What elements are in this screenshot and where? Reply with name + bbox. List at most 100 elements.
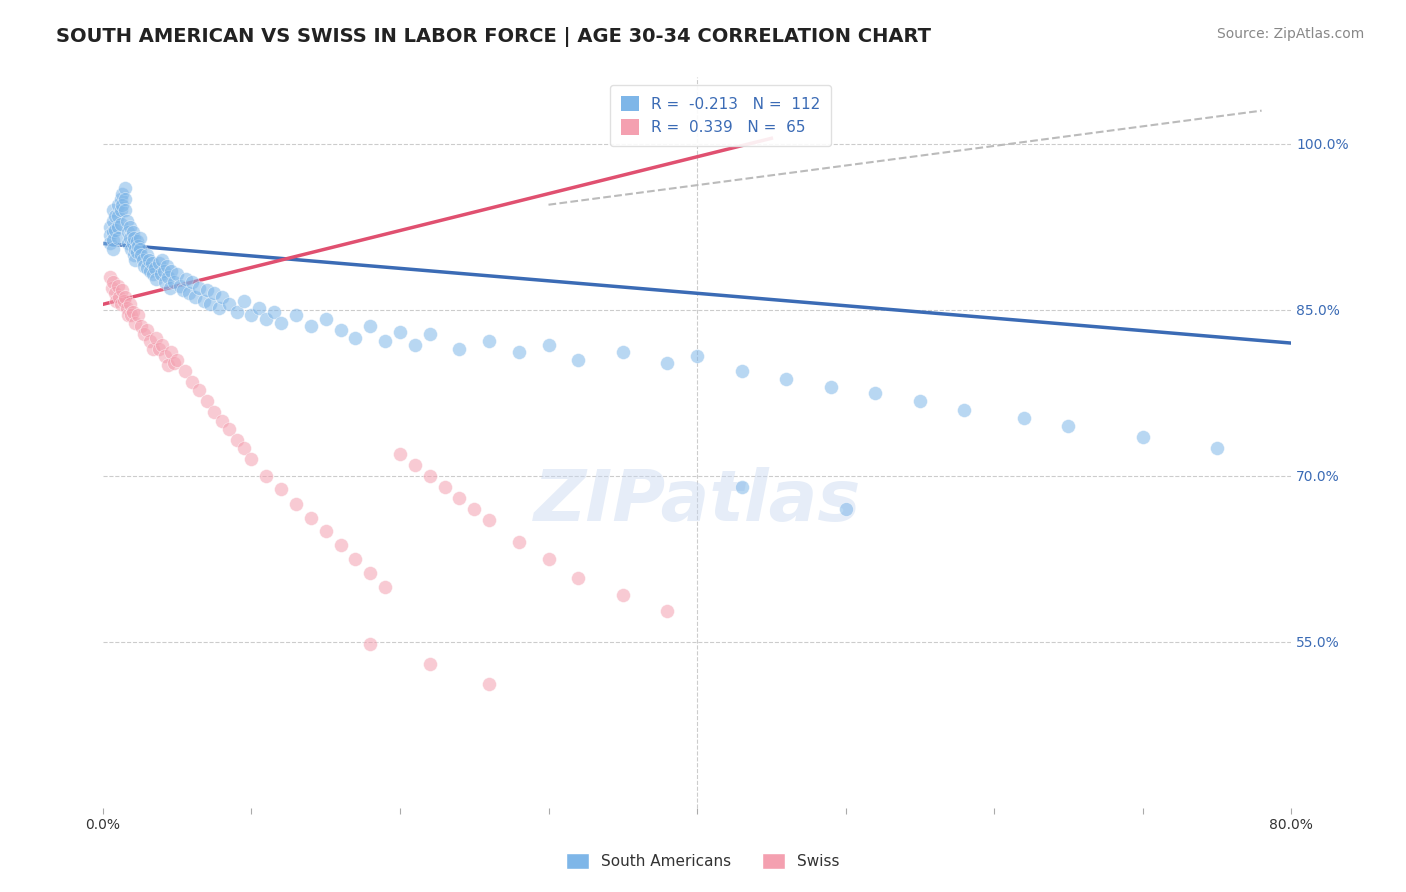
Point: [145, 330, 167, 344]
Point: [115, 214, 138, 228]
Point: [125, 234, 148, 248]
Point: [315, 311, 337, 326]
Point: [122, 247, 145, 261]
Point: [129, 242, 152, 256]
Point: [612, 589, 634, 603]
Point: [225, 434, 247, 448]
Point: [124, 316, 146, 330]
Point: [449, 342, 471, 356]
Point: [775, 371, 797, 385]
Point: [118, 219, 141, 234]
Point: [730, 480, 752, 494]
Point: [136, 247, 159, 261]
Point: [404, 338, 426, 352]
Point: [172, 283, 194, 297]
Point: [344, 330, 367, 344]
Point: [508, 345, 530, 359]
Point: [129, 231, 152, 245]
Point: [103, 203, 125, 218]
Point: [218, 297, 240, 311]
Point: [247, 301, 270, 315]
Point: [118, 297, 141, 311]
Point: [240, 309, 263, 323]
Point: [686, 350, 709, 364]
Point: [100, 281, 122, 295]
Point: [404, 458, 426, 472]
Point: [419, 657, 441, 671]
Point: [299, 319, 322, 334]
Point: [184, 290, 207, 304]
Point: [433, 480, 456, 494]
Point: [104, 223, 127, 237]
Point: [202, 405, 225, 419]
Point: [107, 198, 129, 212]
Point: [160, 345, 183, 359]
Point: [1206, 442, 1229, 456]
Point: [174, 272, 197, 286]
Point: [143, 260, 166, 275]
Point: [124, 242, 146, 256]
Point: [117, 226, 139, 240]
Point: [121, 305, 143, 319]
Text: SOUTH AMERICAN VS SWISS IN LABOR FORCE | AGE 30-34 CORRELATION CHART: SOUTH AMERICAN VS SWISS IN LABOR FORCE |…: [56, 27, 931, 46]
Point: [98, 219, 121, 234]
Point: [114, 290, 136, 304]
Point: [315, 524, 337, 539]
Point: [657, 604, 679, 618]
Point: [110, 297, 132, 311]
Point: [127, 238, 149, 252]
Point: [131, 319, 153, 334]
Point: [111, 283, 134, 297]
Point: [195, 393, 218, 408]
Point: [132, 253, 155, 268]
Point: [166, 268, 188, 282]
Point: [127, 309, 149, 323]
Point: [240, 452, 263, 467]
Point: [149, 268, 172, 282]
Point: [139, 334, 162, 348]
Point: [169, 278, 191, 293]
Point: [117, 236, 139, 251]
Point: [1132, 430, 1154, 444]
Text: ZIPatlas: ZIPatlas: [533, 467, 860, 536]
Point: [567, 571, 589, 585]
Point: [98, 236, 121, 251]
Point: [463, 502, 485, 516]
Point: [107, 278, 129, 293]
Point: [508, 535, 530, 549]
Point: [537, 552, 560, 566]
Legend: South Americans, Swiss: South Americans, Swiss: [560, 847, 846, 875]
Point: [208, 301, 231, 315]
Point: [110, 203, 132, 218]
Point: [478, 677, 501, 691]
Point: [299, 511, 322, 525]
Point: [419, 469, 441, 483]
Point: [270, 482, 292, 496]
Point: [478, 334, 501, 348]
Point: [374, 580, 396, 594]
Point: [110, 217, 132, 231]
Point: [202, 286, 225, 301]
Point: [122, 231, 145, 245]
Point: [232, 442, 254, 456]
Point: [105, 293, 128, 308]
Point: [136, 323, 159, 337]
Point: [181, 275, 204, 289]
Point: [120, 309, 142, 323]
Point: [160, 264, 183, 278]
Point: [478, 513, 501, 527]
Point: [359, 637, 381, 651]
Point: [329, 323, 352, 337]
Point: [136, 260, 159, 275]
Point: [156, 259, 179, 273]
Point: [121, 226, 143, 240]
Point: [159, 281, 181, 295]
Point: [163, 275, 186, 289]
Point: [142, 268, 165, 282]
Point: [103, 214, 125, 228]
Point: [284, 309, 307, 323]
Point: [103, 275, 125, 289]
Point: [150, 338, 173, 352]
Point: [908, 393, 931, 408]
Point: [225, 305, 247, 319]
